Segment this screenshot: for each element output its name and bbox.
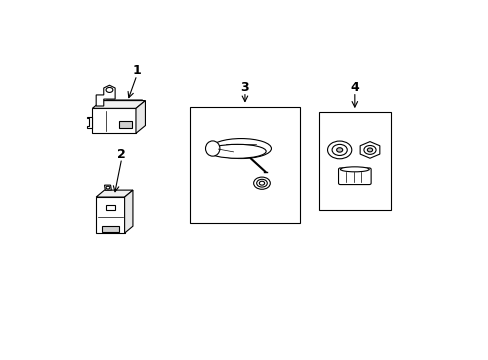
Polygon shape — [92, 100, 145, 108]
Polygon shape — [96, 190, 133, 197]
Ellipse shape — [208, 144, 265, 158]
Circle shape — [253, 177, 270, 189]
Polygon shape — [96, 197, 124, 233]
Circle shape — [331, 144, 346, 156]
Circle shape — [327, 141, 351, 159]
Text: 3: 3 — [240, 81, 249, 94]
Text: 2: 2 — [117, 148, 126, 161]
Bar — [119, 121, 132, 128]
Polygon shape — [86, 117, 92, 128]
Circle shape — [366, 148, 372, 152]
Text: 4: 4 — [350, 81, 359, 94]
FancyBboxPatch shape — [338, 168, 370, 185]
Bar — [106, 204, 114, 210]
Ellipse shape — [210, 139, 271, 158]
Circle shape — [106, 186, 110, 189]
Polygon shape — [92, 108, 136, 133]
Polygon shape — [136, 100, 145, 133]
Polygon shape — [359, 141, 379, 158]
Polygon shape — [124, 190, 133, 233]
Polygon shape — [104, 185, 111, 190]
Polygon shape — [96, 85, 115, 106]
Ellipse shape — [340, 167, 368, 172]
Bar — [189, 107, 299, 223]
Ellipse shape — [205, 141, 220, 156]
Circle shape — [259, 181, 264, 185]
Text: 1: 1 — [132, 64, 141, 77]
Circle shape — [363, 145, 375, 154]
Bar — [318, 112, 390, 210]
Bar — [102, 226, 119, 232]
Circle shape — [256, 179, 267, 187]
Circle shape — [106, 87, 113, 93]
Circle shape — [336, 148, 342, 152]
